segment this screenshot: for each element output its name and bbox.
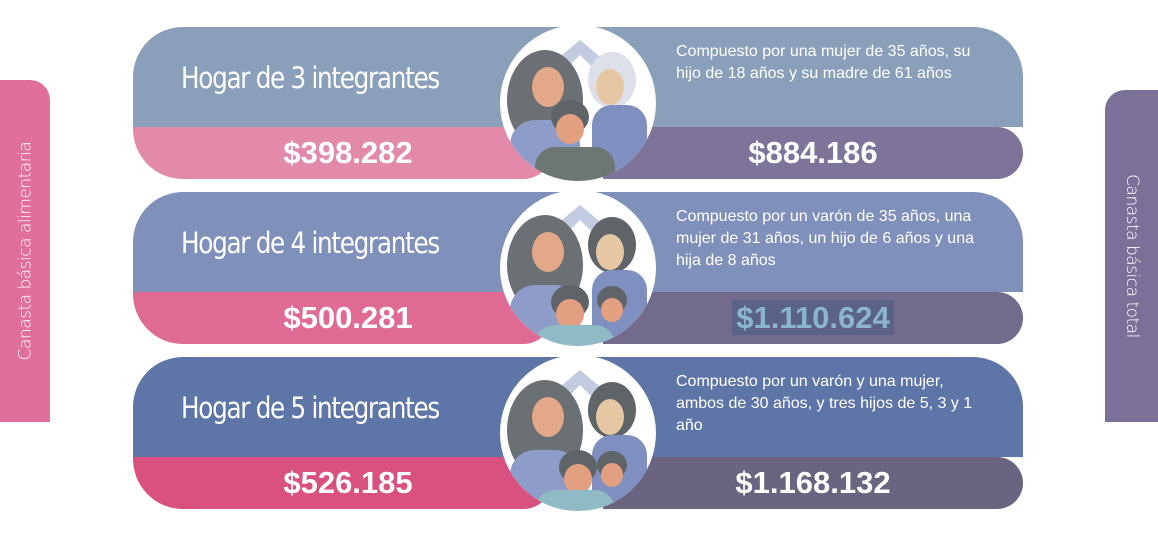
household-title: Hogar de 5 integrantes xyxy=(181,391,440,425)
canasta-basica-alimentaria-tab: Canasta básica alimentaria xyxy=(0,80,50,422)
cbt-amount: $1.110.624 xyxy=(732,300,894,335)
cba-band: $526.185 xyxy=(133,457,553,509)
cbt-amount: $884.186 xyxy=(748,135,878,170)
cbt-value: $1.110.624 xyxy=(603,292,1023,344)
household-card: Hogar de 5 integrantes Compuesto por un … xyxy=(133,355,1023,511)
household-title: Hogar de 4 integrantes xyxy=(181,226,440,260)
family-of-5-illustration xyxy=(500,355,656,511)
family-of-3-illustration xyxy=(500,25,656,181)
side-label-left: Canasta básica alimentaria xyxy=(15,141,35,361)
cba-band: $500.281 xyxy=(133,292,553,344)
cba-band: $398.282 xyxy=(133,127,553,179)
side-label-right: Canasta básica total xyxy=(1121,174,1142,338)
cbt-band: $1.168.132 xyxy=(603,457,1023,509)
canasta-basica-total-tab: Canasta básica total xyxy=(1105,90,1158,422)
cba-value: $398.282 xyxy=(133,127,553,179)
cba-value: $526.185 xyxy=(133,457,553,509)
cbt-amount: $1.168.132 xyxy=(735,465,891,500)
cbt-value: $884.186 xyxy=(603,127,1023,179)
cbt-band: $884.186 xyxy=(603,127,1023,179)
cba-amount: $398.282 xyxy=(283,135,413,170)
cba-value: $500.281 xyxy=(133,292,553,344)
cbt-band: $1.110.624 xyxy=(603,292,1023,344)
cba-amount: $526.185 xyxy=(283,465,413,500)
household-card: Hogar de 3 integrantes Compuesto por una… xyxy=(133,25,1023,181)
family-of-4-illustration xyxy=(500,190,656,346)
household-description: Compuesto por un varón y una mujer, ambo… xyxy=(676,373,973,434)
household-description: Compuesto por una mujer de 35 años, su h… xyxy=(676,43,971,82)
cbt-value: $1.168.132 xyxy=(603,457,1023,509)
household-title: Hogar de 3 integrantes xyxy=(181,61,440,95)
household-description: Compuesto por un varón de 35 años, una m… xyxy=(676,208,974,269)
cba-amount: $500.281 xyxy=(283,300,413,335)
household-card: Hogar de 4 integrantes Compuesto por un … xyxy=(133,190,1023,346)
